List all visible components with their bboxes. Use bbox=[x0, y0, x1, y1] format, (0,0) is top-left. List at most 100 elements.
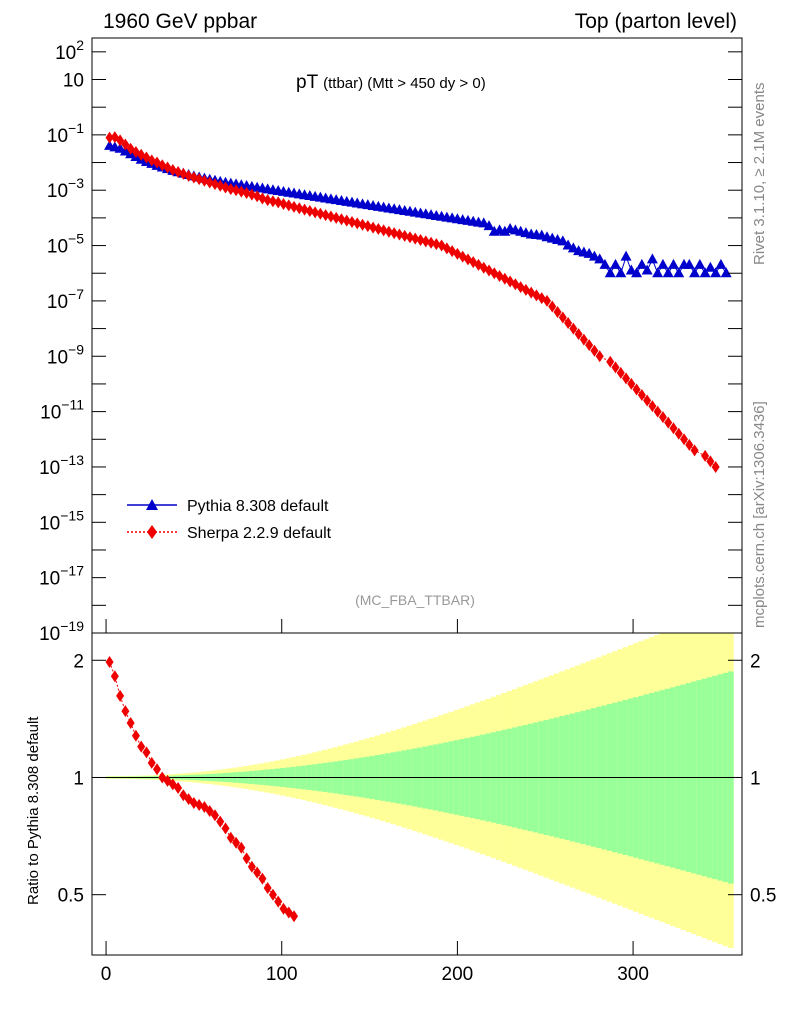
ratio-sherpa-point bbox=[221, 822, 230, 835]
main-sherpa-point bbox=[369, 221, 378, 234]
main-pythia-point bbox=[641, 264, 653, 275]
ratio-bands bbox=[106, 633, 734, 949]
main-pythia-point bbox=[652, 267, 664, 278]
ratio-sherpa-point bbox=[232, 836, 241, 849]
main-sherpa-point bbox=[295, 202, 304, 215]
main-sherpa-point bbox=[643, 394, 652, 407]
main-sherpa-point bbox=[290, 200, 299, 213]
ratio-sherpa-point bbox=[210, 809, 219, 822]
main-sherpa-point bbox=[353, 217, 362, 230]
main-sherpa-line bbox=[109, 136, 716, 468]
xtick-label: 100 bbox=[266, 964, 298, 985]
ytick-base: 10 bbox=[39, 569, 60, 590]
legend-pythia-label: Pythia 8.308 default bbox=[187, 498, 329, 515]
main-sherpa-point bbox=[279, 198, 288, 211]
main-ytick-label: 10 bbox=[63, 71, 84, 92]
ratio-sherpa-point bbox=[216, 815, 225, 828]
ratio-sherpa-point bbox=[110, 670, 119, 683]
main-ytick-label: 10−9 bbox=[47, 341, 84, 368]
main-sherpa-point bbox=[558, 311, 567, 324]
main-sherpa-point bbox=[221, 181, 230, 194]
main-ytick-label: 10−7 bbox=[47, 286, 84, 313]
main-sherpa-point bbox=[210, 178, 219, 191]
ratio-sherpa-point bbox=[137, 740, 146, 753]
main-pythia-point bbox=[704, 261, 716, 272]
ratio-ytick-label: 1 bbox=[73, 768, 84, 789]
main-sherpa-point bbox=[585, 339, 594, 352]
main-sherpa-point bbox=[411, 232, 420, 245]
ytick-base: 10 bbox=[40, 403, 61, 424]
main-sherpa-point bbox=[390, 227, 399, 240]
main-sherpa-point bbox=[300, 203, 309, 216]
main-sherpa-point bbox=[305, 204, 314, 217]
main-sherpa-point bbox=[263, 194, 272, 207]
ratio-sherpa-point bbox=[290, 910, 299, 923]
main-sherpa-point bbox=[590, 344, 599, 357]
ratio-sherpa-point bbox=[131, 729, 140, 742]
main-sherpa-point bbox=[232, 184, 241, 197]
ratio-sherpa-point bbox=[268, 888, 277, 901]
main-ytick-label: 10−15 bbox=[39, 507, 84, 534]
main-pythia-point bbox=[620, 250, 632, 261]
main-sherpa-point bbox=[574, 328, 583, 341]
main-pythia-point bbox=[646, 253, 658, 264]
main-sherpa-point bbox=[664, 416, 673, 429]
ytick-base: 10 bbox=[39, 513, 60, 534]
main-sherpa-point bbox=[195, 173, 204, 186]
main-sherpa-point bbox=[680, 433, 689, 446]
main-sherpa-point bbox=[579, 333, 588, 346]
legend-sherpa-label: Sherpa 2.2.9 default bbox=[187, 525, 332, 542]
main-sherpa-point bbox=[316, 207, 325, 220]
main-sherpa-point bbox=[548, 300, 557, 313]
ytick-exponent: −17 bbox=[60, 563, 84, 579]
main-sherpa-point bbox=[400, 229, 409, 242]
ratio-ytick-label-right: 1 bbox=[750, 768, 761, 789]
ratio-ytick-label-right: 0.5 bbox=[750, 886, 776, 907]
legend-sherpa-marker bbox=[147, 525, 157, 539]
main-pythia-point bbox=[683, 258, 695, 269]
ytick-exponent: −9 bbox=[68, 341, 84, 357]
main-pythia-point bbox=[699, 267, 711, 278]
ratio-sherpa-point bbox=[174, 781, 183, 794]
main-pythia-point bbox=[557, 235, 569, 246]
plot-title-sub: (ttbar) (Mtt > 450 dy > 0) bbox=[323, 75, 486, 92]
ratio-ytick-label: 2 bbox=[73, 651, 84, 672]
main-sherpa-point bbox=[358, 218, 367, 231]
main-sherpa-point bbox=[674, 427, 683, 440]
ratio-sherpa-point bbox=[274, 895, 283, 908]
main-sherpa-point bbox=[284, 199, 293, 212]
ytick-base: 10 bbox=[47, 347, 68, 368]
main-pythia-point bbox=[715, 258, 727, 269]
ratio-sherpa-point bbox=[263, 882, 272, 895]
ytick-base: 10 bbox=[47, 126, 68, 147]
main-pythia-point bbox=[636, 258, 648, 269]
ratio-ytick-label-right: 2 bbox=[750, 651, 761, 672]
main-pythia-point bbox=[615, 267, 627, 278]
main-pythia-line bbox=[109, 145, 727, 275]
ytick-exponent: −5 bbox=[68, 231, 84, 247]
ytick-exponent: −11 bbox=[61, 397, 84, 413]
main-sherpa-point bbox=[337, 213, 346, 226]
main-pythia-point bbox=[720, 267, 732, 278]
main-pythia-point bbox=[673, 267, 685, 278]
main-sherpa-point bbox=[553, 305, 562, 318]
ratio-sherpa-point bbox=[253, 866, 262, 879]
main-pythia-point bbox=[594, 253, 606, 264]
main-sherpa-point bbox=[701, 449, 710, 462]
main-sherpa-point bbox=[116, 134, 125, 147]
analysis-watermark: (MC_FBA_TTBAR) bbox=[355, 592, 475, 608]
ratio-sherpa-point bbox=[105, 655, 114, 668]
main-pythia-point bbox=[657, 258, 669, 269]
ratio-sherpa-point bbox=[121, 705, 130, 718]
main-sherpa-point bbox=[258, 192, 267, 205]
main-ytick-label: 10−13 bbox=[39, 452, 84, 479]
ytick-base: 10 bbox=[39, 624, 60, 645]
main-sherpa-point bbox=[237, 185, 246, 198]
main-pythia-point bbox=[604, 267, 616, 278]
main-sherpa-point bbox=[627, 377, 636, 390]
main-sherpa-point bbox=[105, 131, 114, 144]
main-ytick-label: 10−11 bbox=[40, 397, 84, 424]
main-sherpa-point bbox=[690, 444, 699, 457]
xtick-label: 300 bbox=[617, 964, 649, 985]
main-sherpa-point bbox=[453, 247, 462, 260]
